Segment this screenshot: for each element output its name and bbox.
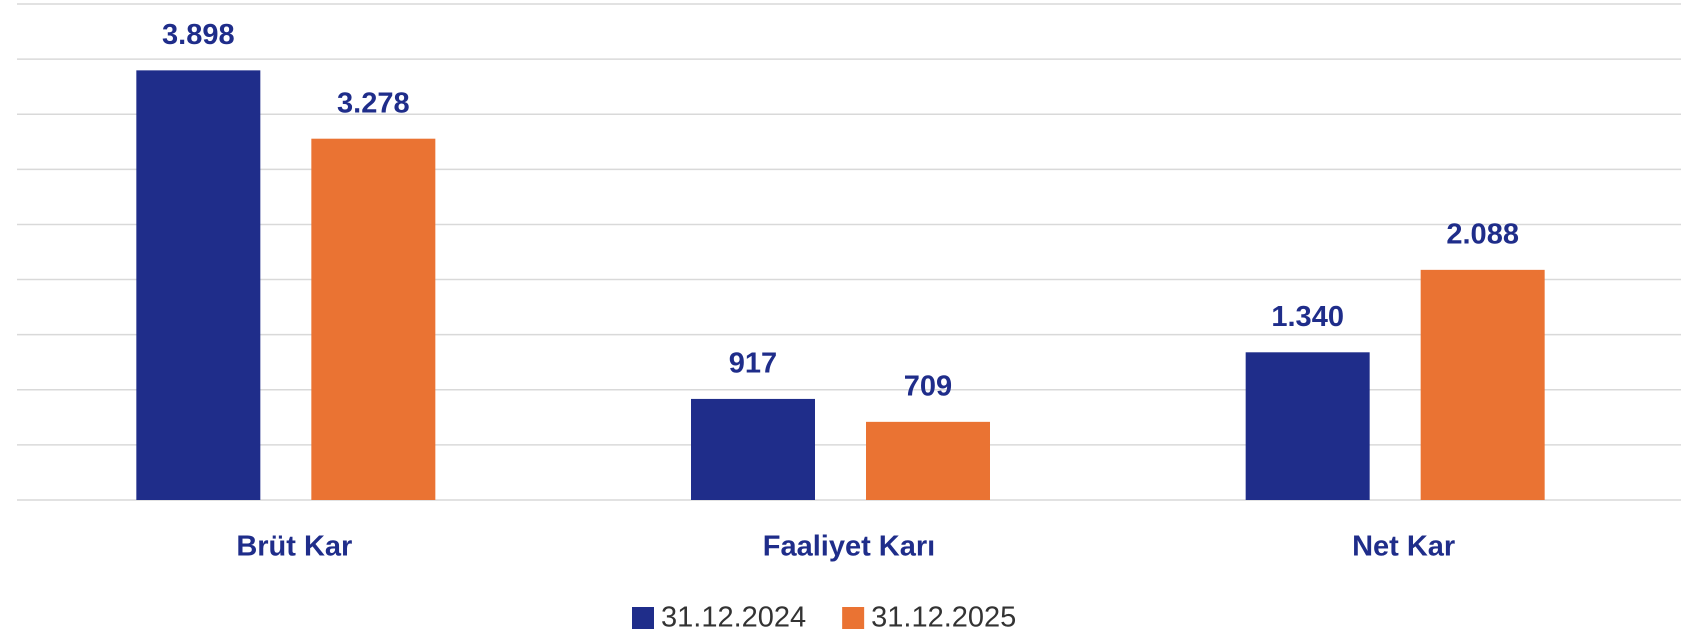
bar [866, 421, 990, 500]
legend-label: 31.12.2025 [871, 602, 1016, 634]
data-label: 917 [729, 348, 777, 380]
data-label: 2.088 [1446, 219, 1519, 251]
x-tick-label: Net Kar [1352, 531, 1455, 563]
bar [136, 70, 261, 501]
bar [311, 138, 436, 500]
x-tick-label: Faaliyet Karı [763, 531, 935, 563]
data-label: 3.898 [162, 19, 235, 51]
x-tick-label: Brüt Kar [236, 531, 352, 563]
bar [691, 398, 815, 500]
bar [1245, 352, 1370, 500]
data-label: 709 [904, 371, 952, 403]
legend-swatch [842, 607, 865, 629]
bar [1420, 269, 1545, 500]
legend-label: 31.12.2024 [661, 602, 806, 634]
legend-swatch [632, 607, 654, 629]
data-label: 3.278 [337, 87, 410, 119]
data-label: 1.340 [1271, 301, 1344, 333]
